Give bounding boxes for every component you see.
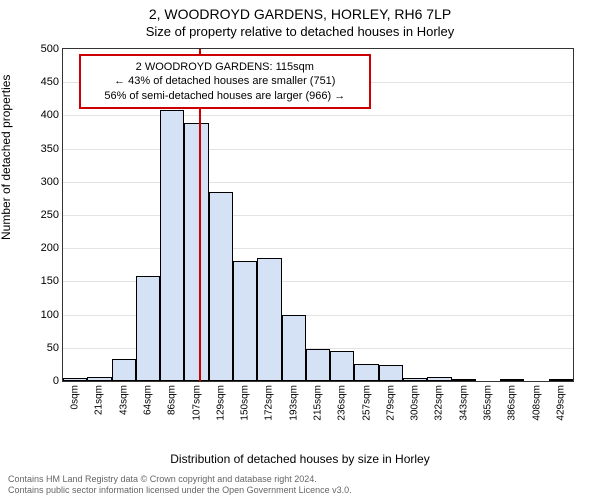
histogram-bar [330, 351, 354, 381]
x-tick-label: 21sqm [94, 381, 105, 415]
x-axis-label: Distribution of detached houses by size … [0, 452, 600, 466]
x-tick-label: 129sqm [215, 381, 226, 421]
gridline [63, 182, 573, 183]
x-tick-label: 429sqm [555, 381, 566, 421]
x-tick-label: 107sqm [191, 381, 202, 421]
y-tick-label: 400 [25, 109, 63, 121]
footer-line-1: Contains HM Land Registry data © Crown c… [8, 474, 352, 485]
x-tick-label: 257sqm [361, 381, 372, 421]
x-tick-label: 193sqm [288, 381, 299, 421]
histogram-bar [282, 315, 306, 381]
histogram-bar [257, 258, 281, 381]
histogram-bar [306, 349, 330, 381]
annotation-box: 2 WOODROYD GARDENS: 115sqm← 43% of detac… [79, 54, 371, 109]
y-tick-label: 150 [25, 275, 63, 287]
x-tick-label: 365sqm [483, 381, 494, 421]
x-tick-label: 322sqm [434, 381, 445, 421]
histogram-bar [233, 261, 257, 381]
x-tick-label: 150sqm [240, 381, 251, 421]
footer-line-2: Contains public sector information licen… [8, 485, 352, 496]
x-tick-label: 64sqm [143, 381, 154, 415]
x-tick-label: 0sqm [70, 381, 81, 409]
gridline [63, 149, 573, 150]
y-tick-label: 100 [25, 309, 63, 321]
y-tick-label: 300 [25, 176, 63, 188]
y-tick-label: 200 [25, 242, 63, 254]
annotation-line: 56% of semi-detached houses are larger (… [87, 89, 363, 103]
y-tick-label: 50 [25, 342, 63, 354]
histogram-bar [112, 359, 136, 381]
x-tick-label: 236sqm [337, 381, 348, 421]
x-tick-label: 215sqm [313, 381, 324, 421]
x-tick-label: 43sqm [118, 381, 129, 415]
histogram-bar [136, 276, 160, 381]
y-tick-label: 350 [25, 143, 63, 155]
x-tick-label: 300sqm [410, 381, 421, 421]
x-tick-label: 279sqm [385, 381, 396, 421]
y-tick-label: 250 [25, 209, 63, 221]
chart-title: 2, WOODROYD GARDENS, HORLEY, RH6 7LP [0, 0, 600, 22]
x-tick-label: 408sqm [531, 381, 542, 421]
histogram-bar [379, 365, 403, 381]
footer-attribution: Contains HM Land Registry data © Crown c… [8, 474, 352, 497]
x-tick-label: 172sqm [264, 381, 275, 421]
x-tick-label: 386sqm [507, 381, 518, 421]
gridline [63, 215, 573, 216]
plot-area: 0501001502002503003504004505000sqm21sqm4… [62, 48, 574, 382]
x-tick-label: 343sqm [458, 381, 469, 421]
y-tick-label: 450 [25, 76, 63, 88]
annotation-line: 2 WOODROYD GARDENS: 115sqm [87, 60, 363, 74]
annotation-line: ← 43% of detached houses are smaller (75… [87, 74, 363, 88]
gridline [63, 115, 573, 116]
x-tick-label: 86sqm [167, 381, 178, 415]
gridline [63, 248, 573, 249]
histogram-bar [160, 110, 184, 381]
histogram-bar [209, 192, 233, 381]
y-axis-label: Number of detached properties [0, 75, 13, 240]
chart-subtitle: Size of property relative to detached ho… [0, 22, 600, 39]
histogram-bar [354, 364, 378, 381]
histogram-bar [184, 123, 208, 381]
y-tick-label: 0 [25, 375, 63, 387]
y-tick-label: 500 [25, 43, 63, 55]
